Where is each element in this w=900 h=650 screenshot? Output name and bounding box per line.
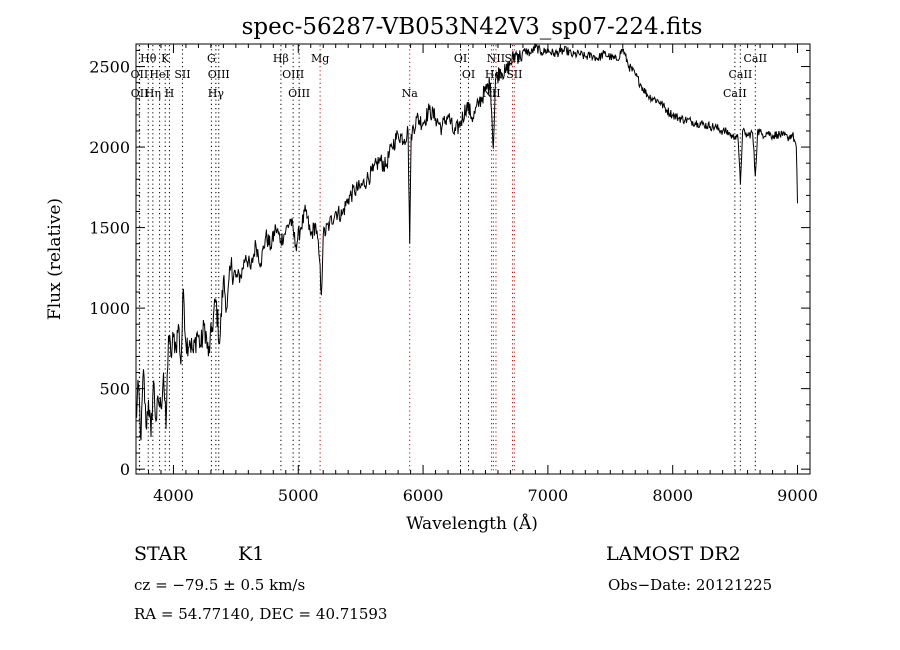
y-axis-ticks: 0 500 1000 1500 2000 2500 bbox=[89, 49, 810, 479]
line-marker-label: HeI bbox=[149, 68, 169, 81]
line-marker-label: CaII bbox=[723, 87, 747, 100]
line-marker-label: CaII bbox=[743, 52, 767, 65]
line-marker-label: OIII bbox=[282, 68, 304, 81]
observation-date: Obs−Date: 20121225 bbox=[608, 576, 772, 594]
redshift-cz: cz = −79.5 ± 0.5 km/s bbox=[134, 576, 305, 594]
line-marker-label: OIII bbox=[288, 87, 310, 100]
x-tick-label: 8000 bbox=[652, 486, 693, 505]
line-marker-label: Na bbox=[402, 87, 419, 100]
x-tick-label: 9000 bbox=[777, 486, 818, 505]
ra-dec: RA = 54.77140, DEC = 40.71593 bbox=[134, 605, 387, 623]
x-axis-label: Wavelength (Å) bbox=[406, 513, 538, 534]
line-marker-label: SII bbox=[506, 68, 522, 81]
x-tick-label: 4000 bbox=[153, 486, 194, 505]
line-marker-label: OI bbox=[462, 68, 475, 81]
line-marker-label: Hθ bbox=[140, 52, 157, 65]
x-tick-label: 5000 bbox=[278, 486, 319, 505]
y-tick-label: 2500 bbox=[89, 58, 130, 77]
line-marker-label: NII bbox=[487, 52, 505, 65]
survey-name: LAMOST DR2 bbox=[606, 543, 741, 565]
x-tick-label: 7000 bbox=[528, 486, 569, 505]
object-subclass: K1 bbox=[238, 543, 264, 565]
x-axis-ticks: 4000 5000 6000 7000 8000 9000 bbox=[147, 44, 818, 505]
y-tick-label: 0 bbox=[120, 460, 130, 479]
spectrum-line bbox=[135, 43, 798, 441]
line-marker-label: SII bbox=[174, 68, 190, 81]
y-tick-label: 2000 bbox=[89, 138, 130, 157]
line-marker-label: Hη bbox=[145, 87, 161, 100]
chart-title: spec-56287-VB053N42V3_sp07-224.fits bbox=[242, 14, 703, 40]
plot-frame bbox=[135, 43, 811, 475]
line-marker-label: OII bbox=[131, 68, 149, 81]
line-marker-label: Mg bbox=[311, 52, 329, 65]
line-marker-label: CaII bbox=[729, 68, 753, 81]
line-marker-label: NII bbox=[482, 87, 500, 100]
line-marker-label: OIII bbox=[208, 68, 230, 81]
line-marker-label: K bbox=[161, 52, 170, 65]
y-axis-label: Flux (relative) bbox=[45, 198, 65, 320]
object-class: STAR bbox=[134, 543, 187, 565]
y-tick-label: 1500 bbox=[89, 219, 130, 238]
line-marker-label: H bbox=[165, 87, 175, 100]
line-marker-label: Hγ bbox=[208, 87, 225, 100]
line-marker-label: OII bbox=[131, 87, 149, 100]
y-tick-label: 500 bbox=[99, 380, 130, 399]
y-tick-label: 1000 bbox=[89, 299, 130, 318]
x-tick-label: 6000 bbox=[403, 486, 444, 505]
line-marker-label: G bbox=[207, 52, 216, 65]
line-marker-label: Hβ bbox=[273, 52, 289, 65]
line-marker-label: OI bbox=[454, 52, 467, 65]
